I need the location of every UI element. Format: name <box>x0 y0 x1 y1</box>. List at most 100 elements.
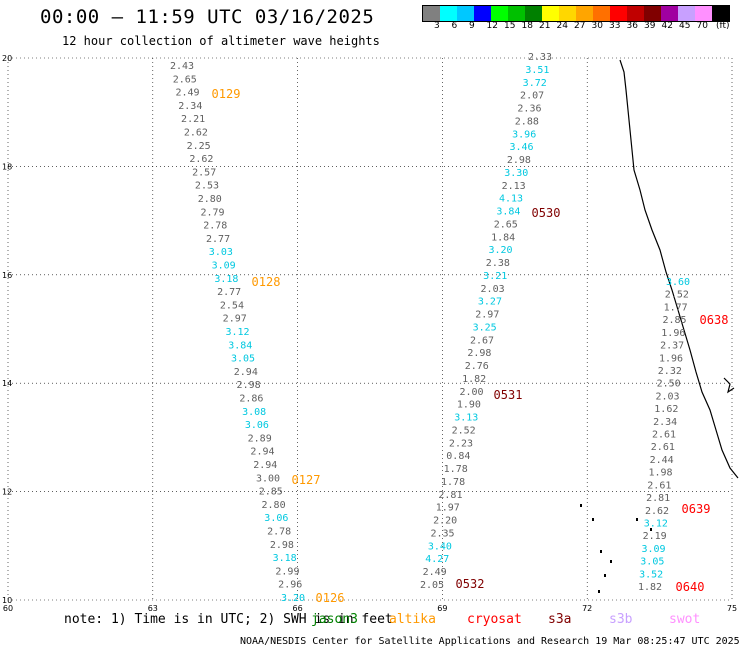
wave-height-value: 3.13 <box>454 413 478 424</box>
wave-height-value: 2.98 <box>467 348 491 359</box>
wave-height-value: 3.00 <box>256 473 280 484</box>
color-swatch <box>644 6 661 21</box>
color-scale-label: 70 <box>696 21 708 31</box>
y-tick-label: 16 <box>2 271 12 280</box>
wave-height-value: 2.50 <box>657 379 681 390</box>
wave-height-value: 2.80 <box>262 500 286 511</box>
color-scale-label: 45 <box>679 21 691 31</box>
orbit-number-label: 0129 <box>212 87 241 101</box>
color-swatch <box>423 6 440 21</box>
island-mark <box>592 518 594 521</box>
color-scale-label: 15 <box>504 21 516 31</box>
color-swatch <box>525 6 542 21</box>
color-swatch <box>491 6 508 21</box>
wave-height-value: 2.97 <box>475 310 499 321</box>
satellite-legend-item: swot <box>669 612 701 627</box>
y-tick-label: 10 <box>2 596 12 605</box>
x-tick-label: 60 <box>3 604 13 613</box>
wave-height-value: 1.84 <box>491 232 515 243</box>
color-swatch <box>559 6 576 21</box>
color-scale-bar <box>422 5 730 22</box>
orbit-number-label: 0532 <box>456 577 485 591</box>
satellite-legend-item: altika <box>389 612 436 627</box>
wave-height-value: 2.33 <box>528 52 552 63</box>
wave-height-value: 3.12 <box>225 327 249 338</box>
wave-height-value: 2.94 <box>253 460 277 471</box>
wave-height-value: 2.57 <box>192 167 216 178</box>
wave-height-value: 3.20 <box>281 593 305 604</box>
color-scale-label: 30 <box>591 21 603 31</box>
wave-height-value: 3.84 <box>496 207 520 218</box>
wave-height-value: 2.99 <box>275 566 299 577</box>
wave-height-value: 2.61 <box>652 430 676 441</box>
orbit-number-label: 0126 <box>316 591 345 605</box>
island-mark <box>600 550 602 553</box>
map-subtitle: 12 hour collection of altimeter wave hei… <box>62 34 380 48</box>
wave-height-value: 2.62 <box>189 154 213 165</box>
wave-height-value: 2.96 <box>278 580 302 591</box>
wave-height-value: 2.35 <box>430 528 454 539</box>
wave-height-value: 2.86 <box>239 394 263 405</box>
wave-height-value: 2.85 <box>259 487 283 498</box>
color-swatch <box>474 6 491 21</box>
orbit-number-label: 0530 <box>532 206 561 220</box>
wave-height-value: 3.18 <box>214 274 238 285</box>
wave-height-value: 2.38 <box>486 258 510 269</box>
wave-height-value: 2.05 <box>420 580 444 591</box>
y-tick-label: 12 <box>2 488 12 497</box>
color-scale-label: (ft) <box>716 21 730 31</box>
note-and-legend: note: 1) Time is in UTC; 2) SWH is in fe… <box>64 612 700 627</box>
y-tick-label: 20 <box>2 54 12 63</box>
color-swatch <box>440 6 457 21</box>
wave-height-value: 2.77 <box>206 234 230 245</box>
color-swatch <box>593 6 610 21</box>
wave-height-value: 3.18 <box>273 553 297 564</box>
wave-height-value: 1.62 <box>654 404 678 415</box>
wave-height-value: 2.94 <box>234 367 258 378</box>
wave-height-value: 2.20 <box>433 516 457 527</box>
wave-height-value: 3.21 <box>483 271 507 282</box>
x-tick-label: 75 <box>727 604 737 613</box>
color-scale-label: 36 <box>626 21 638 31</box>
color-scale-label: 42 <box>661 21 673 31</box>
wave-height-value: 3.09 <box>212 261 236 272</box>
wave-height-value: 3.96 <box>512 129 536 140</box>
wave-height-value: 2.97 <box>223 314 247 325</box>
wave-height-value: 1.78 <box>441 477 465 488</box>
wave-height-value: 4.27 <box>425 554 449 565</box>
color-swatch <box>627 6 644 21</box>
color-swatch <box>712 6 729 21</box>
wave-height-value: 3.12 <box>644 518 668 529</box>
wave-height-value: 2.44 <box>650 455 674 466</box>
color-swatch <box>576 6 593 21</box>
wave-height-value: 3.08 <box>242 407 266 418</box>
wave-height-value: 2.49 <box>423 567 447 578</box>
wave-height-value: 2.81 <box>646 493 670 504</box>
wave-height-value: 2.03 <box>481 284 505 295</box>
coastline <box>619 59 739 479</box>
wave-height-value: 1.82 <box>462 374 486 385</box>
island-mark <box>580 504 582 507</box>
color-scale-label: 39 <box>644 21 656 31</box>
wave-height-value: 3.03 <box>209 247 233 258</box>
orbit-number-label: 0127 <box>292 473 321 487</box>
wave-height-value: 2.80 <box>198 194 222 205</box>
wave-height-value: 2.61 <box>651 442 675 453</box>
color-scale-label: 24 <box>556 21 568 31</box>
island-mark <box>610 560 612 563</box>
wave-height-value: 2.78 <box>267 527 291 538</box>
satellite-legend-item: cryosat <box>467 612 522 627</box>
orbit-number-label: 0638 <box>700 313 729 327</box>
wave-height-value: 2.65 <box>494 219 518 230</box>
wave-height-value: 2.89 <box>248 433 272 444</box>
wave-height-value: 2.62 <box>184 128 208 139</box>
wave-height-value: 2.53 <box>195 181 219 192</box>
orbit-number-label: 0128 <box>252 275 281 289</box>
color-swatch <box>508 6 525 21</box>
wave-height-value: 2.88 <box>515 116 539 127</box>
wave-height-value: 2.07 <box>520 91 544 102</box>
wave-height-value: 2.21 <box>181 114 205 125</box>
wave-height-value: 1.78 <box>444 464 468 475</box>
wave-height-value: 3.20 <box>488 245 512 256</box>
wave-height-value: 2.25 <box>187 141 211 152</box>
